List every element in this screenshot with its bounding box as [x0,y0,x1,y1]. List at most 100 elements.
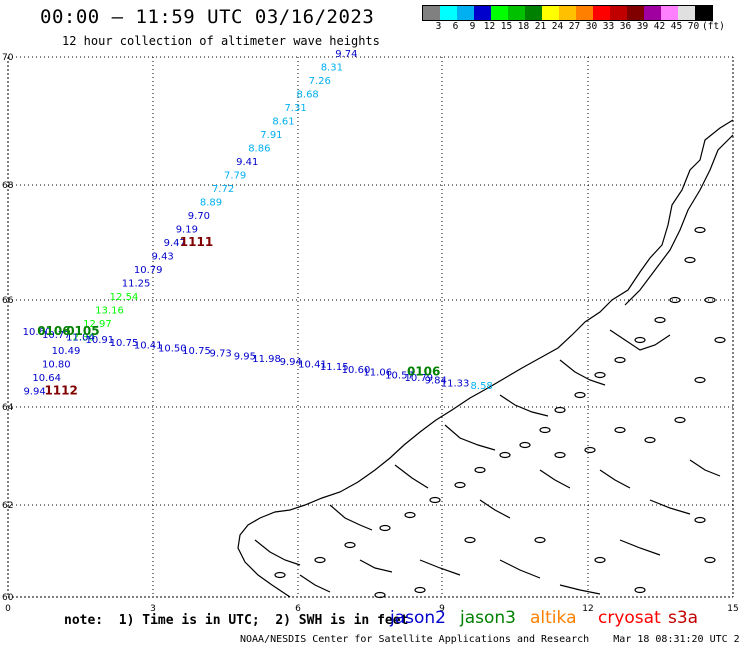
island [379,524,391,532]
wave-height-label: 7.72 [212,184,234,195]
x-tick-label: 12 [582,604,593,614]
color-scale-label: 70 [687,21,700,32]
island [594,556,606,564]
island [344,541,356,549]
coastline-segment [649,499,691,515]
color-scale-label: 3 [435,21,442,32]
legend-item-altika: altika [530,608,577,628]
coastline-segment [539,469,571,489]
island [519,441,531,449]
coastline-segment [299,574,331,593]
axis-ticks: 0 3 6 9 12 15 70 68 66 64 62 60 [2,53,739,614]
wave-height-label: 10.41 [134,341,163,352]
color-swatch [423,6,440,20]
island [539,426,551,434]
wave-height-label: 8.86 [248,144,270,155]
island [634,336,646,344]
wave-height-label: 10.91 [86,335,115,346]
island [429,496,441,504]
color-swatch [508,6,525,20]
wave-height-label: 9.84 [425,376,447,387]
wave-height-label: 10.60 [342,365,371,376]
island [374,591,386,599]
island [669,296,681,304]
wave-height-label: 8.58 [471,381,493,392]
island [654,316,666,324]
wave-height-label: 11.15 [320,362,349,373]
wave-height-points: 9.74 8.31 7.26 8.68 7.31 8.61 7.91 8.86 9.41 7.79… [23,49,493,398]
island [694,376,706,384]
x-tick-label: 3 [150,604,156,614]
island [594,371,606,379]
color-swatch [474,6,491,20]
color-scale-label: 15 [500,21,513,32]
wave-height-label: 10.75 [110,338,139,349]
color-scale-label: 45 [670,21,683,32]
wave-height-label: 10.57 [385,370,414,381]
island [714,336,726,344]
coastline-segment [609,329,671,351]
island [694,226,706,234]
coastline-segment [419,559,461,576]
wave-height-label: 7.26 [309,76,331,87]
legend-item-s3a: s3a [668,608,699,628]
y-tick-label: 60 [2,593,14,603]
island [694,516,706,524]
color-scale-label: 6 [452,21,459,32]
wave-height-label: 9.19 [176,225,198,236]
color-scale-label: 21 [534,21,547,32]
coastline-segment [624,134,734,306]
island [499,451,511,459]
coastline [237,119,734,599]
color-scale-label: 9 [469,21,476,32]
coastline-segment [499,394,549,417]
x-tick-label: 15 [727,604,738,614]
coastline-segment [689,459,721,477]
wave-height-label: 10.80 [42,360,71,371]
wave-height-label: 9.43 [152,252,174,263]
wave-height-label: 10.50 [158,343,187,354]
wave-height-label: 9.95 [234,351,256,362]
wave-height-label: 7.91 [260,130,282,141]
wave-height-label: 9.47 [164,238,186,249]
color-scale-label: 36 [619,21,632,32]
y-tick-label: 62 [2,501,13,511]
wave-height-label: 10.79 [405,373,434,384]
pass-time-label: 0106 [407,365,440,379]
coastline-segment [559,584,601,595]
color-scale-label: 24 [551,21,564,32]
island [574,391,586,399]
color-swatch [661,6,678,20]
wave-height-label: 10.60 [23,327,52,338]
color-swatch [559,6,576,20]
color-swatch [491,6,508,20]
map-grid [7,56,734,598]
color-swatch [525,6,542,20]
island [454,481,466,489]
wave-height-label: 11.98 [252,354,281,365]
wave-height-label: 12.30 [66,333,95,344]
wave-height-label: 11.06 [363,368,392,379]
coastline-segment [479,499,511,519]
color-scale-label: 42 [653,21,666,32]
color-scale-label: 12 [483,21,496,32]
wave-height-label: 10.41 [298,360,327,371]
coastline-segment [559,359,606,386]
color-swatch [644,6,661,20]
color-scale-label: 18 [517,21,530,32]
wave-height-label: 9.94 [23,387,45,398]
color-swatch [593,6,610,20]
island [584,446,596,454]
island [554,406,566,414]
island [634,586,646,594]
wave-height-label: 9.94 [280,357,302,368]
wave-height-label: 8.68 [297,90,319,101]
color-scale-label: 33 [602,21,615,32]
wave-height-label: 10.49 [52,346,81,357]
island [704,556,716,564]
coastline-segment [394,464,429,489]
wave-height-label: 10.79 [134,265,163,276]
island [684,256,696,264]
island [534,536,546,544]
